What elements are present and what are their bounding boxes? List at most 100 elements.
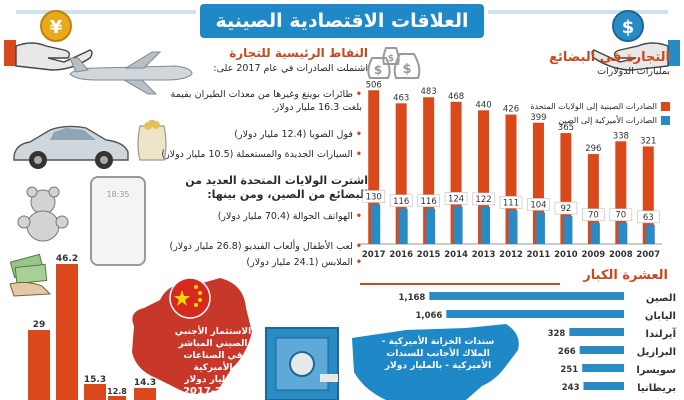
year-tick-label: 2008 [609, 250, 633, 260]
top10-title: العشرة الكبار [583, 268, 668, 283]
country-label: اليابان [645, 311, 676, 322]
airplane-icon [66, 50, 196, 96]
country-label: آيرلندا [646, 327, 677, 340]
svg-text:$: $ [374, 63, 382, 77]
year-tick-label: 2016 [389, 250, 413, 260]
legend-item-us-exports: الصادرات الأميركية إلى الصين [470, 114, 670, 128]
country-label: البرازيل [637, 347, 676, 358]
us-exports-bar [481, 206, 491, 244]
country-value: 1,066 [415, 311, 442, 321]
china-exports-bar [560, 133, 572, 244]
main-point-item: •السيارات الجديدة والمستعملة (10.5 مليار… [161, 149, 362, 160]
svg-text:$: $ [388, 54, 394, 64]
china-exports-bar [505, 114, 517, 244]
top10-divider [360, 283, 560, 285]
us-exports-value: 124 [448, 194, 464, 204]
import-item: •الهواتف الجوالة (70.4 مليار دولار) [217, 211, 362, 222]
money-bags-icon: $ $ $ [362, 44, 426, 84]
us-exports-value: 92 [560, 204, 571, 214]
toy-icon [12, 184, 74, 244]
main-point-item: •طائرات بوينغ وغيرها من معدات الطيران بق… [170, 89, 362, 113]
import-item: •الملابس (24.1 مليار دولار) [246, 257, 362, 268]
country-label: سويسرا [636, 365, 676, 376]
top10-chart: 1,168 الصين 1,066 اليابان 328 آيرلندا 266 البرا… [398, 292, 677, 394]
country-bar [579, 346, 624, 354]
dollar-hand-icon: $ [590, 6, 682, 74]
china-exports-value: 321 [640, 136, 656, 146]
year-tick-label: 2007 [636, 250, 660, 260]
main-points-block: النقاط الرئيسية للتجارة اشتملت الصادرات … [146, 46, 368, 75]
us-exports-bar [563, 216, 573, 244]
us-exports-value: 63 [643, 213, 654, 223]
us-exports-label-box [554, 201, 578, 215]
us-exports-label-box [582, 208, 605, 222]
fdi-value: 46.2 [56, 254, 78, 264]
banner-wing-right [488, 10, 668, 14]
us-exports-bar [453, 206, 463, 244]
country-bar [582, 364, 624, 372]
us-exports-label-box [499, 195, 523, 209]
treasury-label: سندات الخزانة الأميركية - الملاك الأجانب… [381, 337, 495, 371]
year-tick-label: 2009 [582, 250, 606, 260]
fdi-bars: 46.2 29 15.3 12.8 14.3 [0, 254, 170, 400]
fdi-value: 12.8 [107, 387, 127, 396]
china-exports-value: 426 [503, 105, 519, 115]
china-exports-bar [423, 97, 435, 244]
us-exports-label-box [527, 198, 550, 211]
fdi-unit: بالمليار دولار [184, 375, 242, 385]
year-tick-label: 2010 [554, 250, 578, 260]
car-icon [10, 118, 132, 174]
svg-text:$: $ [402, 62, 411, 77]
china-exports-value: 440 [475, 100, 491, 110]
us-exports-bar [535, 212, 545, 244]
fdi-bar [84, 384, 106, 400]
us-exports-bar [645, 224, 655, 244]
us-exports-bar [398, 208, 408, 244]
country-value: 266 [558, 347, 576, 357]
china-exports-value: 468 [448, 92, 464, 102]
year-tick-label: 2014 [444, 250, 468, 260]
soybean-sack-icon [132, 119, 172, 162]
country-value: 251 [560, 365, 578, 375]
us-exports-bar [618, 222, 628, 244]
us-exports-label-box [472, 192, 495, 206]
us-exports-value: 104 [530, 200, 546, 210]
legend-item-china-exports: الصادرات الصينية إلى الولايات المتحدة [470, 100, 670, 114]
country-label: بريطانيا [637, 383, 676, 394]
year-tick-label: 2012 [499, 250, 523, 260]
fdi-bar [134, 388, 156, 400]
fdi-value: 15.3 [84, 375, 106, 385]
china-exports-bar [395, 103, 407, 244]
china-exports-bar [532, 122, 544, 244]
china-exports-value: 483 [421, 87, 437, 97]
us-exports-value: 122 [475, 195, 491, 205]
country-value: 243 [562, 383, 580, 393]
country-bar [446, 310, 624, 318]
fdi-value: 14.3 [134, 378, 156, 388]
china-exports-value: 463 [393, 93, 409, 103]
us-exports-bar [371, 204, 381, 244]
china-exports-bar [642, 146, 654, 244]
year-tick-label: 2017 [362, 250, 386, 260]
us-exports-label-box [609, 208, 633, 222]
us-exports-value: 130 [366, 193, 382, 203]
us-exports-value: 70 [588, 211, 599, 221]
country-label: الصين [646, 293, 676, 304]
country-value: 1,168 [398, 293, 425, 303]
fdi-value: 29 [33, 320, 46, 330]
us-exports-label-box [389, 194, 413, 208]
us-map [346, 320, 528, 400]
fdi-bar [28, 330, 50, 400]
trade-chart-title: التجارة في البضائع [549, 50, 670, 65]
main-points-subtitle: اشتملت الصادرات في عام 2017 على: [213, 63, 368, 74]
china-exports-value: 399 [530, 113, 546, 123]
country-bar [569, 328, 624, 336]
us-exports-label-box [417, 194, 440, 208]
cash-hand-icon [6, 253, 54, 298]
trade-chart: 506 130 2017 463 116 2016 483 116 2015 468 124 2014… [360, 80, 662, 260]
svg-text:¥: ¥ [50, 17, 63, 38]
china-exports-bar [478, 110, 490, 244]
year-tick-label: 2015 [417, 250, 441, 260]
country-bar [429, 292, 624, 300]
us-exports-bar [426, 208, 436, 244]
